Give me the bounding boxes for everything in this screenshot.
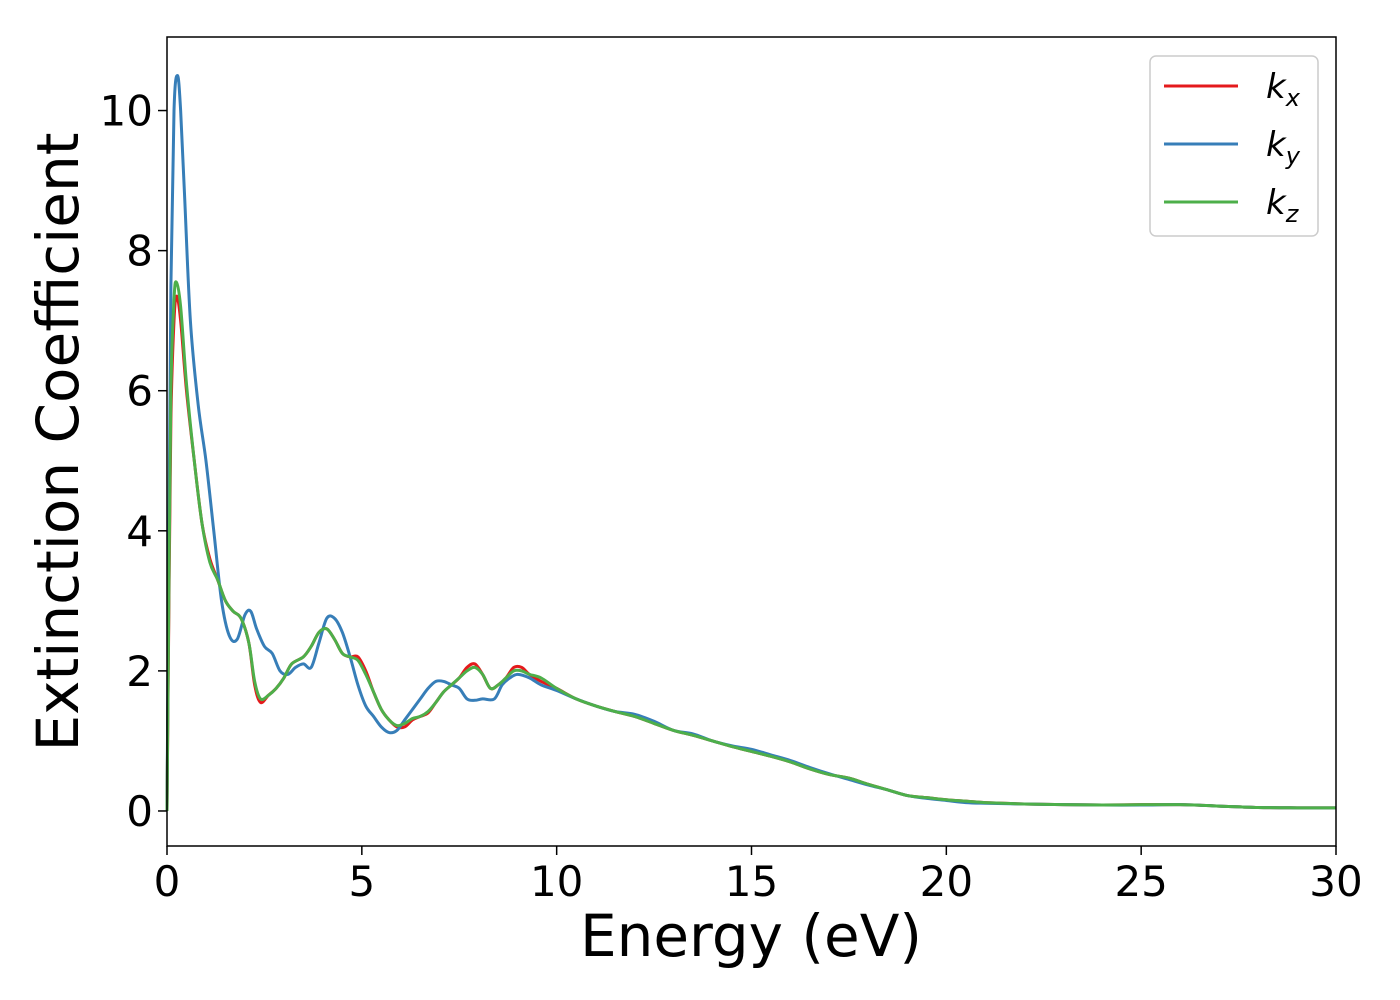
x-tick-label: 10	[530, 857, 583, 906]
y-axis-ticks: 0 2 4 6 8 10	[100, 87, 167, 836]
legend: kx ky kz	[1149, 55, 1319, 237]
y-tick-label: 0	[126, 787, 153, 836]
y-tick-label: 6	[126, 367, 153, 416]
legend-label-kz: kz	[1266, 183, 1300, 228]
x-tick-label: 25	[1114, 857, 1167, 906]
y-tick-label: 10	[100, 87, 153, 136]
plot-lines	[165, 74, 1337, 811]
x-axis-ticks: 0 5 10 15 20 25 30	[154, 846, 1363, 906]
y-tick-label: 2	[126, 647, 153, 696]
legend-box	[1149, 55, 1319, 237]
x-axis-label: Energy (eV)	[580, 902, 922, 970]
x-tick-label: 30	[1309, 857, 1362, 906]
legend-label-kx: kx	[1266, 67, 1301, 112]
series-line-kx	[165, 294, 1337, 811]
y-tick-label: 8	[126, 227, 153, 276]
y-axis-label: Extinction Coefficient	[24, 133, 92, 752]
y-tick-label: 4	[126, 507, 153, 556]
x-tick-label: 15	[725, 857, 778, 906]
x-tick-label: 0	[154, 857, 181, 906]
x-tick-label: 5	[348, 857, 375, 906]
series-line-kz	[165, 280, 1337, 811]
x-tick-label: 20	[920, 857, 973, 906]
legend-label-ky: ky	[1266, 125, 1301, 170]
